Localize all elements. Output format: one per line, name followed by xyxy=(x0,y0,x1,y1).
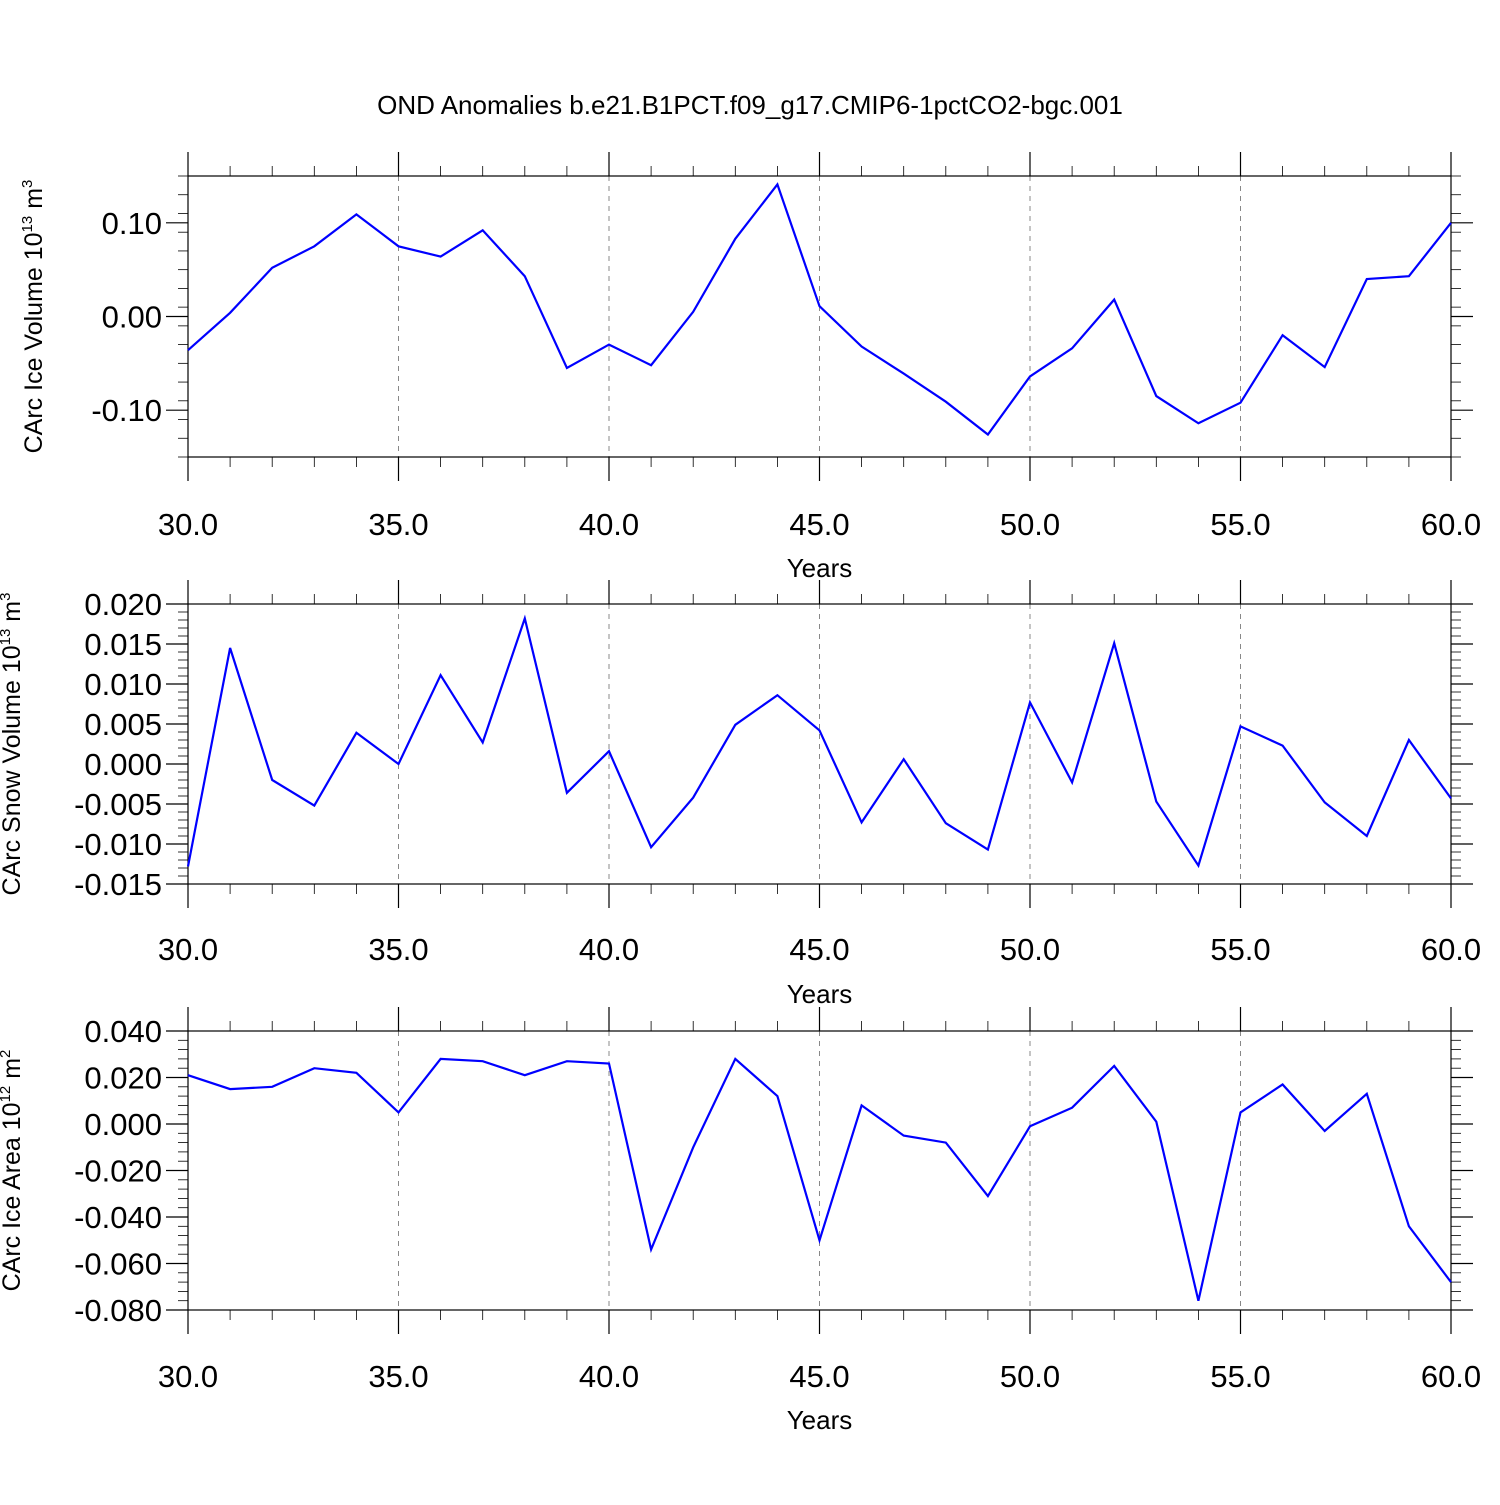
y-axis-label: CArc Ice Volume 1013 m3 xyxy=(19,180,48,454)
y-tick-label: 0.005 xyxy=(84,707,162,742)
x-tick-label: 60.0 xyxy=(1421,1359,1481,1394)
y-axis-label: CArc Snow Volume 1013 m3 xyxy=(0,593,26,896)
x-tick-label: 40.0 xyxy=(579,1359,639,1394)
y-tick-label: 0.000 xyxy=(84,1107,162,1142)
x-tick-label: 45.0 xyxy=(789,932,849,967)
x-tick-label: 30.0 xyxy=(158,932,218,967)
y-tick-label: -0.060 xyxy=(74,1247,162,1282)
x-tick-label: 55.0 xyxy=(1210,507,1270,542)
x-tick-label: 30.0 xyxy=(158,507,218,542)
y-tick-label: -0.015 xyxy=(74,867,162,902)
x-tick-label: 60.0 xyxy=(1421,932,1481,967)
y-tick-label: 0.010 xyxy=(84,667,162,702)
y-tick-label: -0.040 xyxy=(74,1200,162,1235)
x-axis-label: Years xyxy=(787,1405,853,1435)
panel-3: 30.0 35.0 40.0 45.0 50.0 55.0 60.0 Years -0.080 -… xyxy=(0,1007,1481,1435)
x-tick-label: 60.0 xyxy=(1421,507,1481,542)
x-tick-label: 50.0 xyxy=(1000,507,1060,542)
y-tick-label: -0.10 xyxy=(91,393,162,428)
panels: 30.0 35.0 40.0 45.0 50.0 55.0 60.0 Years -0.10 0.… xyxy=(0,152,1481,1435)
x-tick-label: 45.0 xyxy=(789,507,849,542)
y-tick-label: -0.080 xyxy=(74,1293,162,1328)
y-tick-label: 0.000 xyxy=(84,747,162,782)
x-axis-label: Years xyxy=(787,979,853,1009)
x-axis-label: Years xyxy=(787,553,853,583)
x-tick-label: 55.0 xyxy=(1210,932,1270,967)
y-tick-label: -0.020 xyxy=(74,1154,162,1189)
panel-2: 30.0 35.0 40.0 45.0 50.0 55.0 60.0 Years -0.015 -… xyxy=(0,580,1481,1009)
y-tick-label: -0.010 xyxy=(74,827,162,862)
y-tick-label: 0.00 xyxy=(102,300,162,335)
y-axis-label: CArc Ice Area 1012 m2 xyxy=(0,1050,26,1292)
y-tick-label: 0.020 xyxy=(84,1061,162,1096)
x-tick-label: 35.0 xyxy=(368,1359,428,1394)
x-tick-label: 45.0 xyxy=(789,1359,849,1394)
x-tick-label: 30.0 xyxy=(158,1359,218,1394)
series-line xyxy=(187,182,1452,437)
x-tick-label: 40.0 xyxy=(579,507,639,542)
panel-1: 30.0 35.0 40.0 45.0 50.0 55.0 60.0 Years -0.10 0.… xyxy=(19,152,1481,583)
y-tick-label: 0.10 xyxy=(102,206,162,241)
x-tick-label: 50.0 xyxy=(1000,1359,1060,1394)
y-tick-label: -0.005 xyxy=(74,787,162,822)
x-tick-label: 40.0 xyxy=(579,932,639,967)
x-tick-label: 55.0 xyxy=(1210,1359,1270,1394)
y-tick-label: 0.040 xyxy=(84,1014,162,1049)
series-line xyxy=(187,1057,1452,1301)
y-tick-label: 0.015 xyxy=(84,627,162,662)
y-tick-label: 0.020 xyxy=(84,587,162,622)
figure-title: OND Anomalies b.e21.B1PCT.f09_g17.CMIP6-… xyxy=(377,90,1123,120)
x-tick-label: 35.0 xyxy=(368,932,428,967)
series-line xyxy=(186,614,1452,869)
x-tick-label: 50.0 xyxy=(1000,932,1060,967)
x-tick-label: 35.0 xyxy=(368,507,428,542)
